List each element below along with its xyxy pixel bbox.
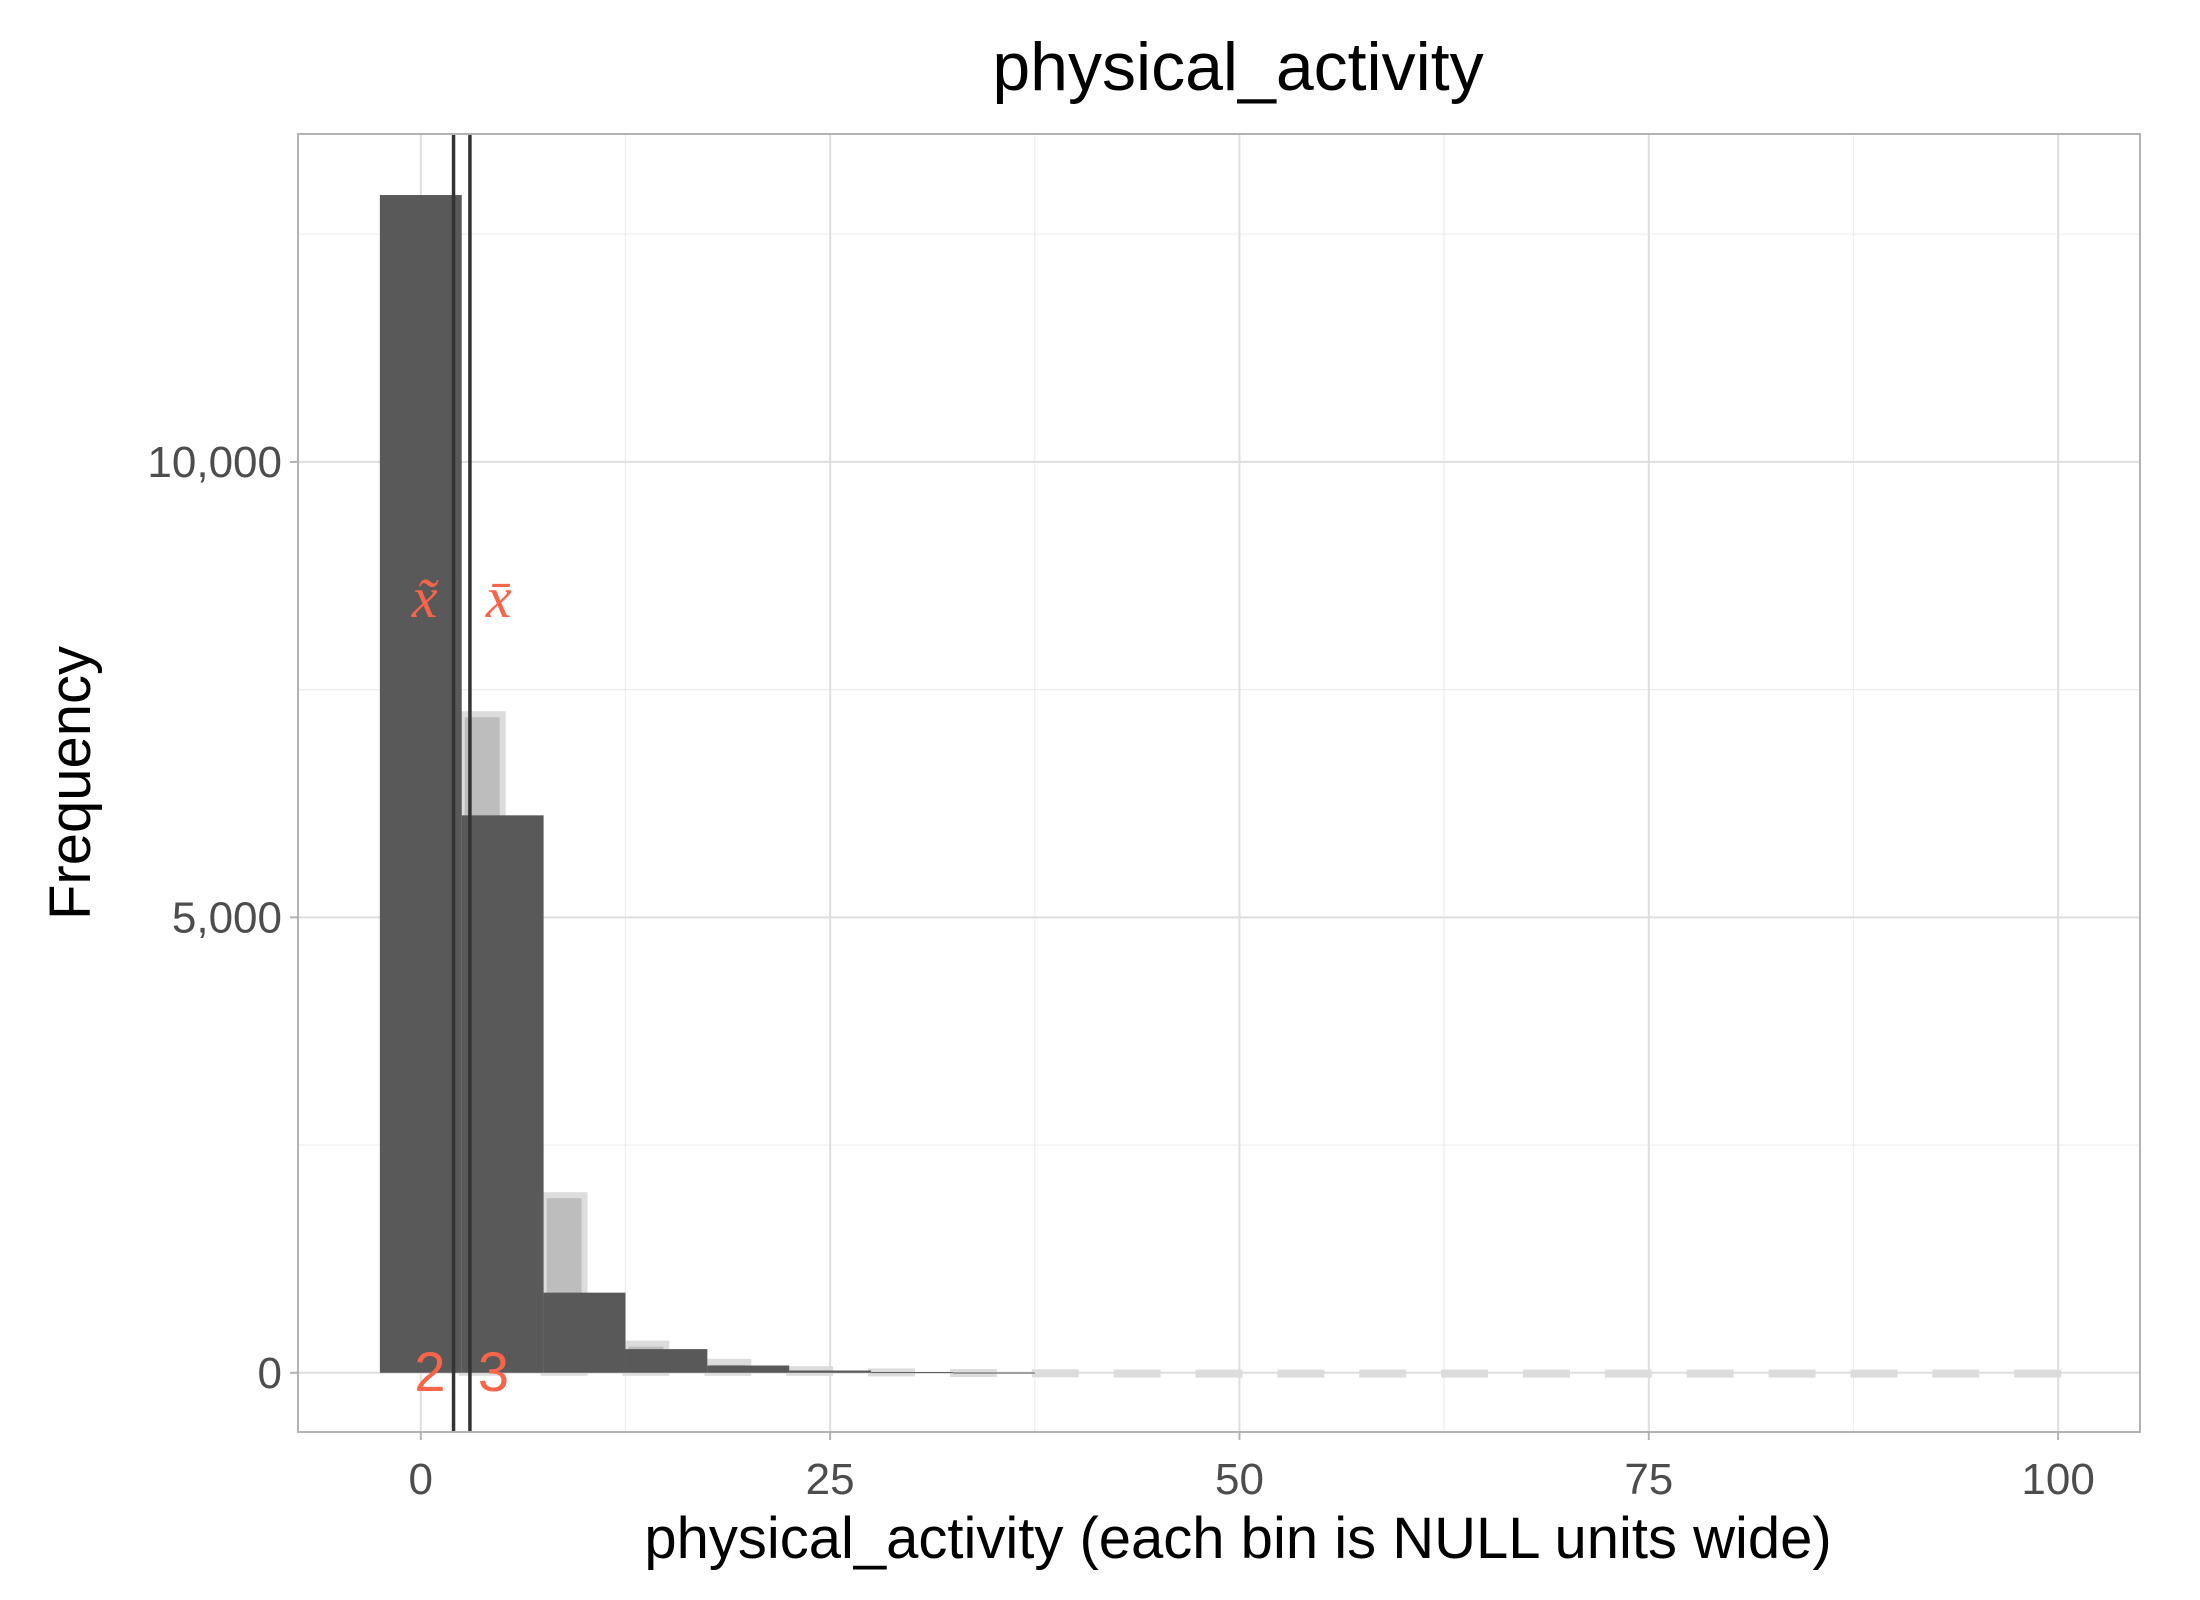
background-bar	[1195, 1369, 1243, 1378]
background-bar	[1031, 1369, 1079, 1378]
background-bar	[1604, 1369, 1652, 1378]
y-axis-title: Frequency	[38, 646, 103, 920]
background-bar	[1768, 1369, 1816, 1378]
background-bar	[1686, 1369, 1734, 1378]
panel-border	[297, 133, 2141, 1433]
histogram-bar	[789, 1370, 872, 1373]
background-bar	[2014, 1369, 2062, 1378]
histogram-bar	[461, 815, 544, 1373]
background-histogram	[458, 711, 2062, 1378]
histogram-bar	[952, 1372, 1035, 1374]
background-bar	[1932, 1369, 1980, 1378]
y-tick-label: 5,000	[172, 893, 282, 942]
background-bar	[1277, 1369, 1325, 1378]
histogram-bars	[379, 195, 1035, 1374]
histogram-bar	[379, 195, 462, 1373]
x-tick-label: 75	[1624, 1455, 1673, 1504]
background-bar	[1850, 1369, 1898, 1378]
x-tick-label: 25	[806, 1455, 855, 1504]
chart-title: physical_activity	[992, 29, 1483, 105]
median-symbol: x̃	[411, 565, 439, 630]
median-value-label: 2	[414, 1340, 445, 1403]
histogram-bar	[707, 1365, 790, 1373]
mean-value-label: 3	[478, 1340, 509, 1403]
y-axis-ticks: 0 5,000 10,000	[147, 438, 298, 1398]
y-tick-label: 0	[258, 1349, 282, 1398]
x-axis-title: physical_activity (each bin is NULL unit…	[644, 1506, 1831, 1571]
histogram-bar	[871, 1372, 953, 1374]
y-tick-label: 10,000	[147, 438, 282, 487]
mean-symbol: x̄	[485, 565, 512, 630]
x-tick-label: 50	[1215, 1455, 1264, 1504]
background-bar	[1441, 1369, 1489, 1378]
background-bar	[1523, 1369, 1570, 1378]
background-bar	[1113, 1369, 1161, 1378]
x-tick-label: 0	[409, 1455, 433, 1504]
reference-lines: x̃ 2 x̄ 3	[411, 134, 512, 1432]
background-bar	[1359, 1369, 1407, 1378]
histogram-bar	[625, 1349, 708, 1373]
x-tick-label: 100	[2021, 1455, 2094, 1504]
histogram-bar	[543, 1292, 626, 1373]
x-axis-ticks: 0 25 50 75 100	[409, 1432, 2095, 1504]
